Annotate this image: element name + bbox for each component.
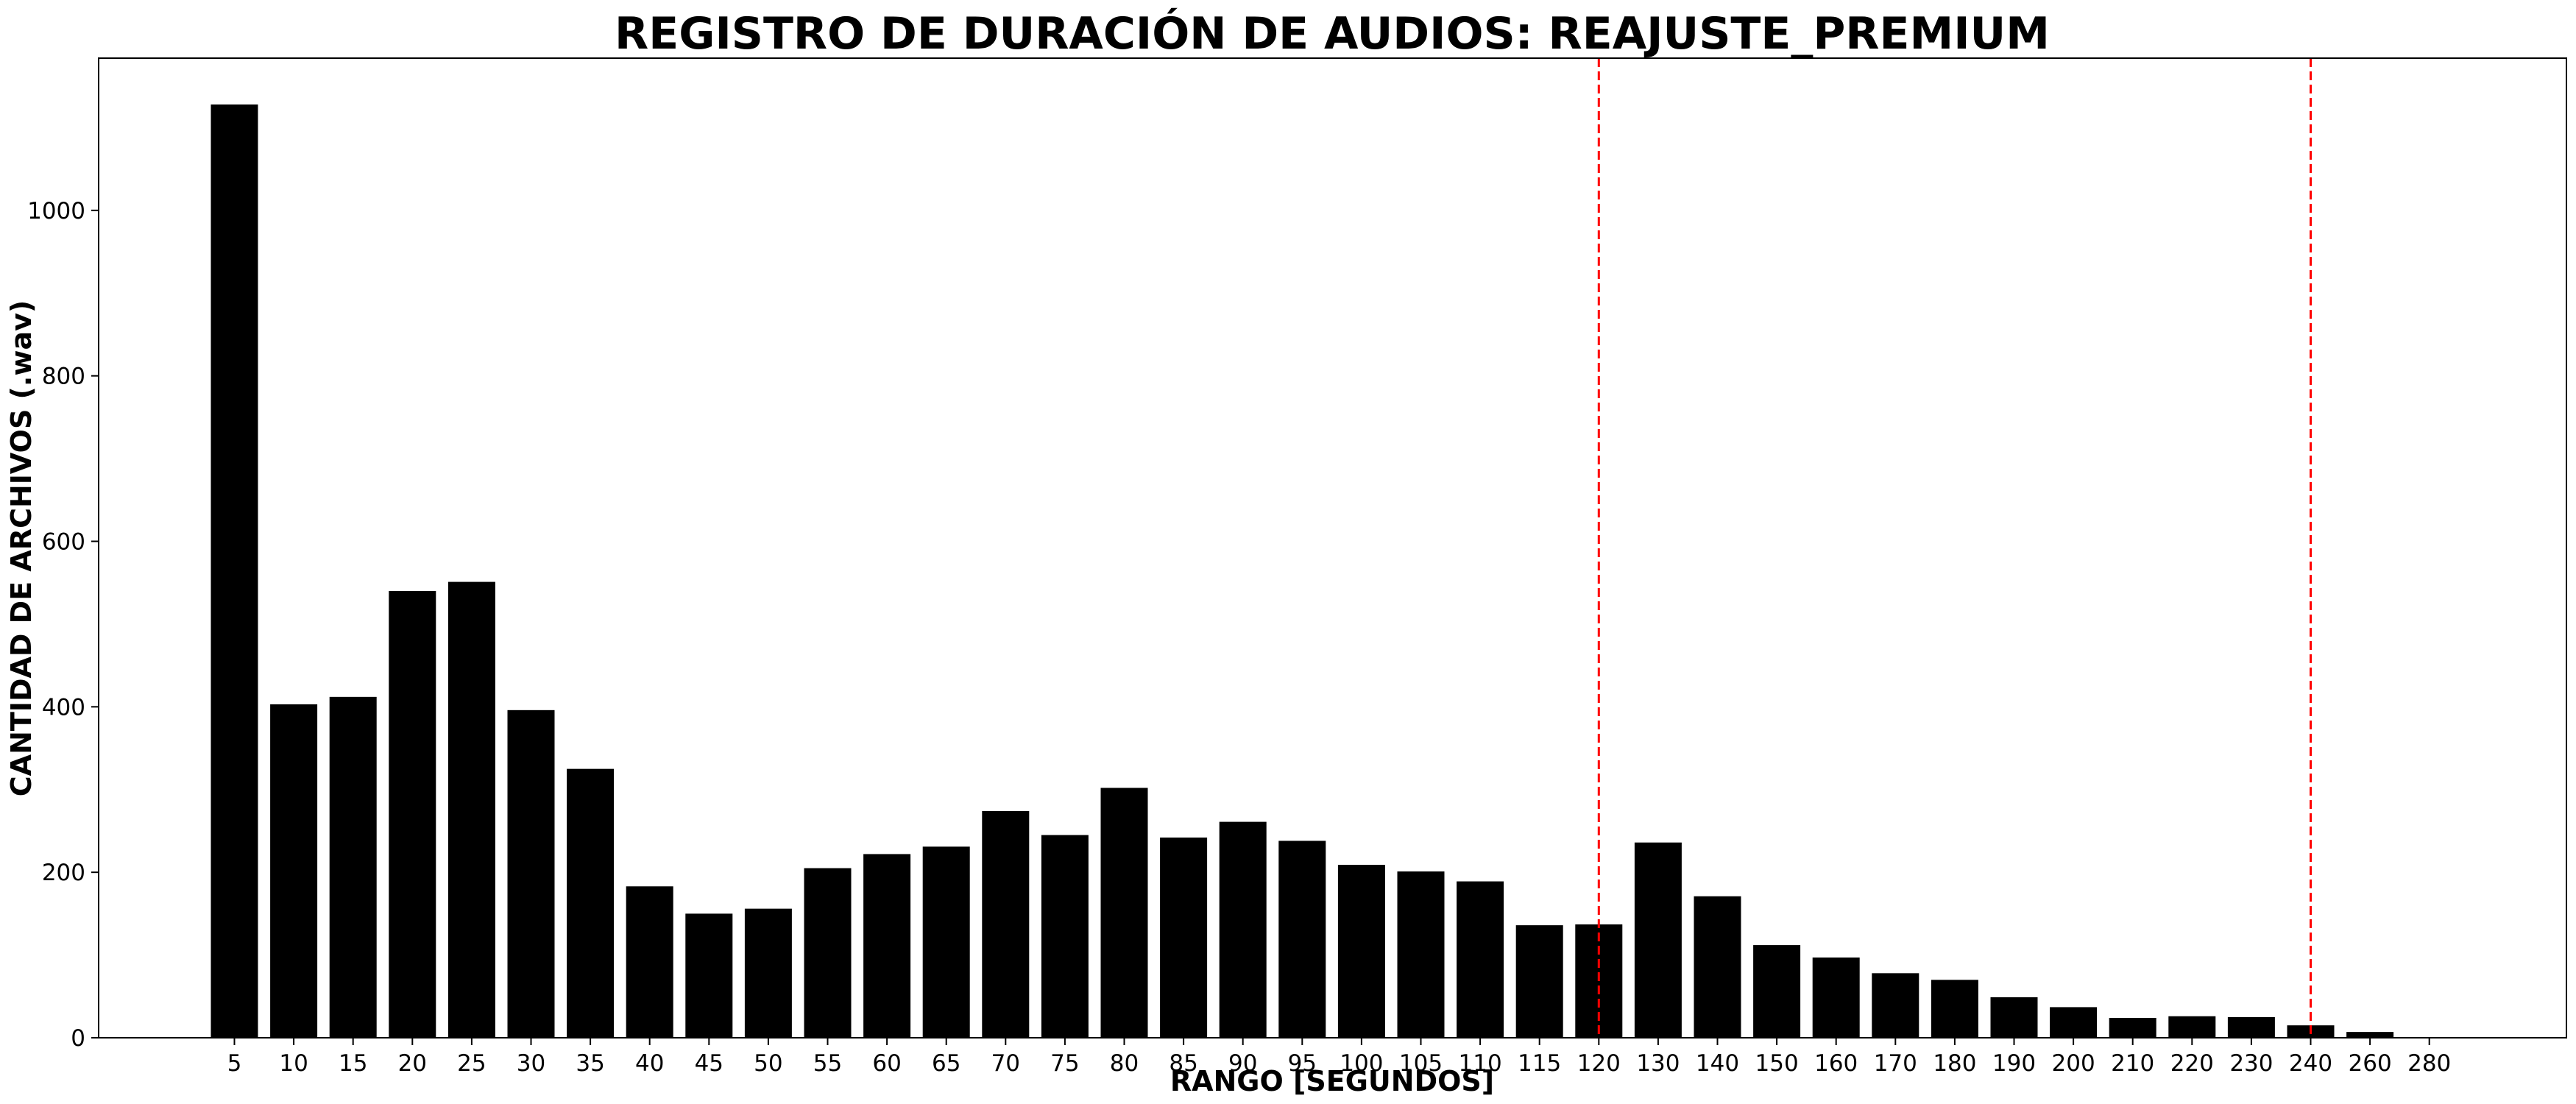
bar-130 <box>1634 842 1682 1038</box>
bar-140 <box>1694 896 1741 1038</box>
bar-70 <box>982 810 1030 1038</box>
x-tick-label: 115 <box>1518 1050 1561 1077</box>
x-tick-label: 95 <box>1288 1050 1317 1077</box>
x-tick-label: 65 <box>932 1050 960 1077</box>
x-tick-label: 260 <box>2349 1050 2392 1077</box>
bar-150 <box>1753 945 1801 1038</box>
bar-25 <box>447 581 495 1038</box>
x-tick-label: 130 <box>1636 1050 1680 1077</box>
x-tick-label: 180 <box>1933 1050 1976 1077</box>
bar-160 <box>1812 957 1860 1038</box>
y-axis-ticks: 0 200 400 600 800 1000 <box>27 198 99 1052</box>
x-tick-label: 210 <box>2111 1050 2154 1077</box>
bar-40 <box>626 886 673 1038</box>
bar-15 <box>329 696 377 1038</box>
bar-45 <box>685 913 733 1038</box>
plot-frame <box>98 57 2567 1038</box>
x-tick-label: 10 <box>279 1050 308 1077</box>
bar-100 <box>1337 865 1385 1038</box>
bar-95 <box>1278 841 1326 1038</box>
reference-lines <box>1597 58 2312 1038</box>
x-tick-label: 150 <box>1755 1050 1799 1077</box>
x-tick-label: 45 <box>695 1050 723 1077</box>
x-tick-label: 40 <box>635 1050 664 1077</box>
y-tick-label: 400 <box>42 694 85 721</box>
x-tick-label: 200 <box>2052 1050 2095 1077</box>
x-tick-label: 105 <box>1399 1050 1443 1077</box>
bar-90 <box>1219 821 1267 1038</box>
x-tick-label: 280 <box>2407 1050 2451 1077</box>
x-tick-label: 100 <box>1340 1050 1383 1077</box>
y-tick-label: 800 <box>42 364 85 390</box>
x-tick-label: 15 <box>339 1050 367 1077</box>
bar-20 <box>389 590 436 1038</box>
bar-220 <box>2168 1016 2216 1038</box>
x-tick-label: 240 <box>2289 1050 2332 1077</box>
y-tick-label: 600 <box>42 529 85 556</box>
x-tick-label: 30 <box>517 1050 545 1077</box>
y-tick-label: 0 <box>71 1025 85 1052</box>
x-tick-label: 80 <box>1110 1050 1139 1077</box>
bar-65 <box>922 846 970 1038</box>
bar-180 <box>1931 980 1978 1038</box>
chart-title: REGISTRO DE DURACIÓN DE AUDIOS: REAJUSTE… <box>615 7 2050 60</box>
bar-85 <box>1160 837 1208 1038</box>
bar-30 <box>507 710 555 1038</box>
bar-210 <box>2109 1018 2156 1038</box>
x-tick-label: 140 <box>1696 1050 1739 1077</box>
bar-260 <box>2346 1032 2394 1038</box>
x-tick-label: 220 <box>2170 1050 2214 1077</box>
x-tick-label: 85 <box>1169 1050 1197 1077</box>
x-tick-label: 25 <box>457 1050 486 1077</box>
x-tick-label: 120 <box>1577 1050 1621 1077</box>
bar-55 <box>804 868 852 1038</box>
x-tick-label: 20 <box>398 1050 427 1077</box>
bar-60 <box>863 854 911 1038</box>
bar-10 <box>270 704 318 1038</box>
x-tick-label: 60 <box>872 1050 901 1077</box>
bar-35 <box>567 768 615 1038</box>
x-tick-label: 190 <box>1992 1050 2036 1077</box>
x-tick-label: 55 <box>813 1050 842 1077</box>
bar-105 <box>1397 871 1445 1038</box>
x-tick-label: 75 <box>1050 1050 1079 1077</box>
x-tick-label: 160 <box>1814 1050 1858 1077</box>
x-axis-label: RANGO [SEGUNDOS] <box>1170 1065 1494 1097</box>
x-tick-label: 50 <box>754 1050 782 1077</box>
x-tick-label: 170 <box>1874 1050 1917 1077</box>
x-tick-label: 110 <box>1459 1050 1502 1077</box>
bar-115 <box>1515 925 1563 1038</box>
bar-190 <box>1990 997 2038 1038</box>
bars-layer <box>210 104 2394 1038</box>
x-tick-label: 90 <box>1228 1050 1257 1077</box>
y-tick-label: 1000 <box>27 198 85 224</box>
bar-50 <box>744 908 792 1038</box>
bar-170 <box>1872 973 1919 1038</box>
x-tick-label: 230 <box>2229 1050 2273 1077</box>
y-tick-label: 200 <box>42 860 85 886</box>
bar-200 <box>2050 1007 2098 1038</box>
bar-80 <box>1100 788 1148 1038</box>
bar-110 <box>1457 881 1504 1038</box>
x-tick-label: 35 <box>576 1050 604 1077</box>
bar-5 <box>210 104 258 1038</box>
x-axis-ticks: 5 10 15 20 25 30 35 40 45 50 55 60 65 70 75 80 85 90 95 100… <box>227 1038 2451 1077</box>
y-axis-label: CANTIDAD DE ARCHIVOS (.wav) <box>5 300 38 796</box>
bar-230 <box>2227 1016 2275 1038</box>
x-tick-label: 5 <box>227 1050 242 1077</box>
x-tick-label: 70 <box>991 1050 1020 1077</box>
bar-75 <box>1041 835 1089 1038</box>
